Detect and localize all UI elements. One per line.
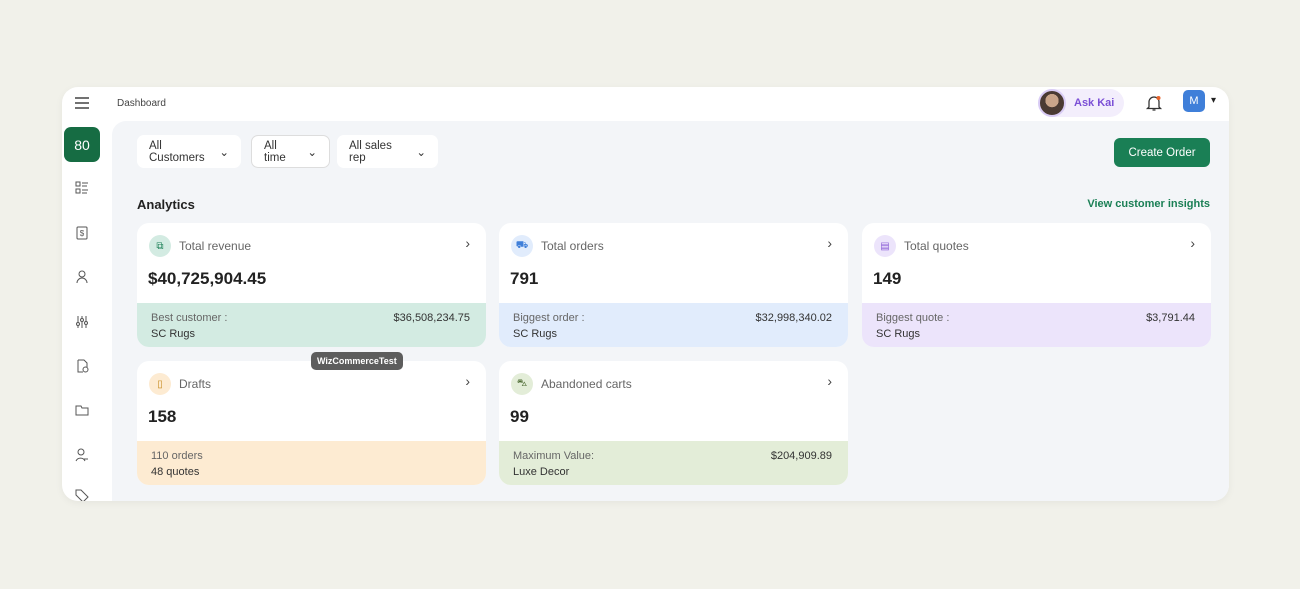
app-window: Dashboard Ask Kai M ▾ 80 $ All Customers…	[62, 87, 1229, 501]
footer-name: 48 quotes	[151, 466, 200, 478]
folder-icon[interactable]	[75, 403, 89, 417]
card-footer: 110 orders 48 quotes	[137, 441, 486, 485]
chevron-right-icon[interactable]: ›	[827, 235, 832, 251]
footer-label: Maximum Value:	[513, 450, 595, 462]
sales-rep-filter[interactable]: All sales rep ⌄	[337, 135, 438, 168]
document-clock-icon[interactable]	[75, 359, 89, 373]
create-order-button[interactable]: Create Order	[1114, 138, 1210, 167]
hamburger-menu-icon[interactable]	[74, 96, 90, 110]
card-value: 99	[510, 407, 529, 426]
footer-label: Biggest quote :	[876, 312, 950, 324]
footer-value: $36,508,234.75	[393, 312, 470, 324]
card-value: $40,725,904.45	[148, 269, 267, 288]
top-bar: Dashboard Ask Kai M ▾	[62, 87, 1229, 121]
user-hand-icon[interactable]	[75, 448, 89, 462]
user-icon[interactable]	[75, 270, 89, 284]
footer-name: SC Rugs	[876, 328, 921, 340]
card-header: ⛍ Abandoned carts	[511, 373, 632, 395]
footer-value: $3,791.44	[1146, 312, 1195, 324]
card-title: Total quotes	[904, 239, 969, 253]
card-footer: Best customer : SC Rugs $36,508,234.75	[137, 303, 486, 347]
metric-card[interactable]: ⛟ Total orders › 791 Biggest order : SC Ru…	[499, 223, 848, 347]
chevron-down-icon[interactable]: ▾	[1211, 95, 1217, 106]
footer-name: Luxe Decor	[513, 466, 570, 478]
chevron-right-icon[interactable]: ›	[465, 235, 470, 251]
invoice-icon[interactable]: $	[75, 226, 89, 240]
card-title: Total revenue	[179, 239, 252, 253]
card-header: ⛟ Total orders	[511, 235, 604, 257]
chevron-down-icon: ⌄	[416, 146, 426, 159]
card-footer: Biggest quote : SC Rugs $3,791.44	[862, 303, 1211, 347]
svg-text:$: $	[80, 229, 85, 238]
card-title: Drafts	[179, 377, 212, 391]
chevron-right-icon[interactable]: ›	[465, 373, 470, 389]
metric-card[interactable]: ⧉ Total revenue › $40,725,904.45 Best cus…	[137, 223, 486, 347]
sliders-icon[interactable]	[75, 315, 89, 329]
footer-name: SC Rugs	[151, 328, 196, 340]
chevron-right-icon[interactable]: ›	[827, 373, 832, 389]
section-title: Analytics	[137, 197, 195, 212]
card-title: Total orders	[541, 239, 604, 253]
card-value: 158	[148, 407, 177, 426]
metric-card[interactable]: ⛍ Abandoned carts › 99 Maximum Value: Luxe…	[499, 361, 848, 485]
footer-name: SC Rugs	[513, 328, 558, 340]
avatar	[1038, 89, 1066, 117]
card-value: 149	[873, 269, 902, 288]
card-header: ⧉ Total revenue	[149, 235, 251, 257]
view-customer-insights-link[interactable]: View customer insights	[1087, 198, 1210, 210]
card-title: Abandoned carts	[541, 377, 632, 391]
filter-label: All Customers	[149, 139, 205, 164]
quote-icon: ▤	[874, 235, 896, 257]
footer-label: Biggest order :	[513, 312, 585, 324]
metric-card[interactable]: ▤ Total quotes › 149 Biggest quote : SC Ru…	[862, 223, 1211, 347]
tag-icon[interactable]	[75, 489, 89, 501]
customers-filter[interactable]: All Customers ⌄	[137, 135, 241, 168]
footer-value: $32,998,340.02	[755, 312, 832, 324]
bell-icon[interactable]	[1145, 94, 1163, 112]
revenue-icon: ⧉	[149, 235, 171, 257]
filter-label: All sales rep	[349, 139, 392, 164]
chevron-down-icon: ⌄	[307, 146, 317, 159]
sidebar-item-dashboard[interactable]: 80	[64, 127, 100, 162]
document-icon: ▯	[149, 373, 171, 395]
card-footer: Biggest order : SC Rugs $32,998,340.02	[499, 303, 848, 347]
metric-card[interactable]: ▯ Drafts › 158 110 orders 48 quotes	[137, 361, 486, 485]
sidebar: 80 $	[62, 121, 112, 501]
ask-kai-label: Ask Kai	[1074, 97, 1115, 109]
card-header: ▤ Total quotes	[874, 235, 969, 257]
filter-label: All time	[264, 139, 286, 164]
card-footer: Maximum Value: Luxe Decor $204,909.89	[499, 441, 848, 485]
footer-label: Best customer :	[151, 312, 228, 324]
cart-icon: ⛍	[511, 373, 533, 395]
ask-kai-button[interactable]: Ask Kai	[1038, 89, 1124, 117]
truck-icon: ⛟	[511, 235, 533, 257]
footer-label: 110 orders	[151, 450, 203, 462]
footer-value: $204,909.89	[770, 450, 832, 462]
main-content: All Customers ⌄ All time ⌄ All sales rep ⌄ …	[112, 121, 1229, 501]
time-filter[interactable]: All time ⌄	[251, 135, 330, 168]
tooltip: WizCommerceTest	[311, 352, 403, 370]
chevron-right-icon[interactable]: ›	[1190, 235, 1195, 251]
card-header: ▯ Drafts	[149, 373, 211, 395]
user-avatar[interactable]: M	[1183, 90, 1205, 112]
chevron-down-icon: ⌄	[219, 146, 229, 159]
card-value: 791	[510, 269, 539, 288]
breadcrumb: Dashboard	[117, 98, 166, 109]
list-icon[interactable]	[75, 181, 89, 195]
